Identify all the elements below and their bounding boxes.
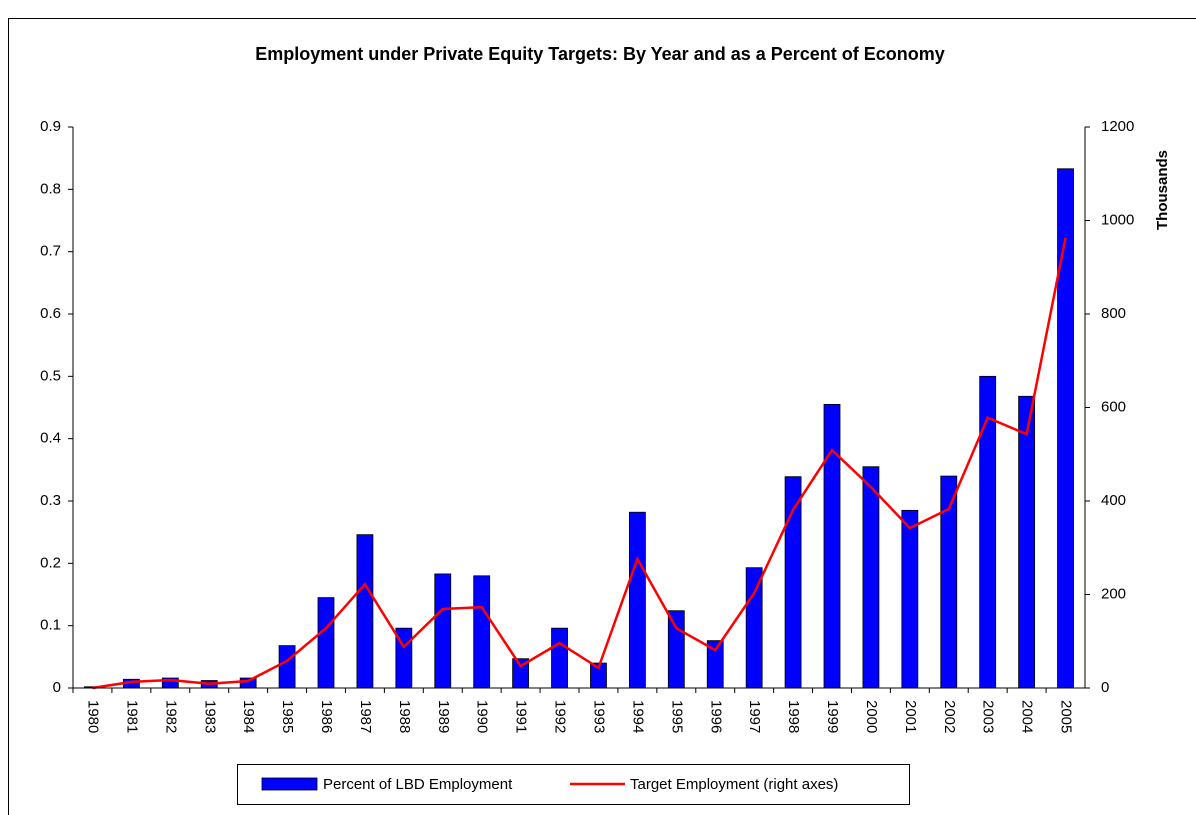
x-tick-label: 1996 — [707, 700, 724, 733]
bar — [239, 677, 257, 689]
legend-label: Target Employment (right axes) — [630, 776, 838, 793]
x-tick-label: 1984 — [240, 700, 257, 733]
y-tick-label: 0.2 — [40, 554, 61, 571]
x-tick-label: 1997 — [746, 700, 763, 733]
x-tick-label: 2005 — [1058, 700, 1075, 733]
x-tick-label: 1983 — [201, 700, 218, 733]
x-tick-label: 1989 — [435, 700, 452, 733]
y-tick-label: 0.8 — [40, 180, 61, 197]
y-tick-label: 0 — [53, 679, 61, 696]
y-tick-label: 0.5 — [40, 367, 61, 384]
y2-tick-label: 600 — [1101, 398, 1126, 415]
bar — [317, 597, 335, 689]
y-tick-label: 0.3 — [40, 492, 61, 509]
x-tick-label: 2000 — [863, 700, 880, 733]
y2-tick-label: 0 — [1101, 679, 1109, 696]
x-tick-label: 1995 — [668, 700, 685, 733]
x-tick-label: 1999 — [824, 700, 841, 733]
y2-tick-label: 200 — [1101, 585, 1126, 602]
y2-tick-label: 800 — [1101, 305, 1126, 322]
x-tick-label: 1994 — [629, 700, 646, 733]
x-tick-label: 1982 — [162, 700, 179, 733]
line — [92, 237, 1067, 690]
x-tick-label: 1993 — [590, 700, 607, 733]
bar — [473, 575, 491, 689]
y-tick-label: 0.9 — [40, 118, 61, 135]
chart-frame — [8, 18, 1196, 815]
x-tick-label: 2002 — [941, 700, 958, 733]
y-tick-label: 0.1 — [40, 617, 61, 634]
x-tick-label: 1998 — [785, 700, 802, 733]
chart-title: Employment under Private Equity Targets:… — [255, 44, 945, 64]
bar — [551, 627, 568, 689]
x-tick-label: 1991 — [513, 700, 530, 733]
y-tick-label: 0.6 — [40, 305, 61, 322]
legend-swatch — [261, 777, 318, 791]
x-tick-label: 1985 — [279, 700, 296, 733]
x-tick-label: 1980 — [84, 700, 101, 733]
bar — [667, 610, 685, 689]
x-tick-label: 2004 — [1019, 700, 1036, 733]
bar — [901, 509, 919, 689]
bar — [434, 573, 452, 689]
y2-axis-label: Thousands — [1154, 150, 1171, 230]
bar — [356, 534, 374, 689]
y2-tick-label: 1200 — [1101, 118, 1134, 135]
bar — [823, 403, 841, 689]
y-tick-label: 0.7 — [40, 243, 61, 260]
y-tick-label: 0.4 — [40, 430, 61, 447]
x-tick-label: 1987 — [357, 700, 374, 733]
bar — [1057, 168, 1074, 689]
bar — [745, 567, 763, 689]
x-tick-label: 2001 — [902, 700, 919, 733]
y2-tick-label: 1000 — [1101, 211, 1134, 228]
bar — [278, 645, 296, 689]
y2-tick-label: 400 — [1101, 492, 1126, 509]
x-tick-label: 1988 — [396, 700, 413, 733]
bar — [1018, 395, 1036, 689]
x-tick-label: 1990 — [474, 700, 491, 733]
bar — [979, 375, 997, 689]
x-tick-label: 1992 — [552, 700, 569, 733]
x-tick-label: 2003 — [980, 700, 997, 733]
bar — [862, 466, 880, 689]
x-tick-label: 1986 — [318, 700, 335, 733]
x-tick-label: 1981 — [123, 700, 140, 733]
legend-label: Percent of LBD Employment — [323, 776, 513, 793]
bar — [628, 511, 646, 689]
